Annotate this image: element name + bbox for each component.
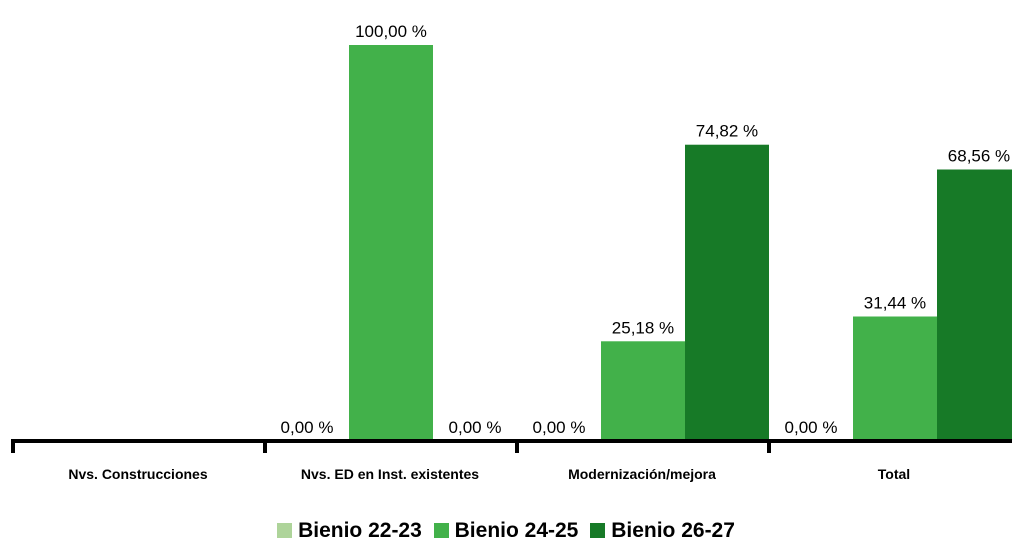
data-label-bienio-22-23-modernizacion-mejora: 0,00 %	[533, 418, 586, 437]
legend: Bienio 22-23 Bienio 24-25 Bienio 26-27	[0, 518, 1012, 544]
x-tick-label-nvs-construcciones: Nvs. Construcciones	[68, 466, 207, 482]
x-tick-label-modernizacion-mejora: Modernización/mejora	[568, 466, 716, 482]
x-axis-tick-3	[767, 439, 771, 453]
data-label-bienio-26-27-total: 68,56 %	[948, 147, 1010, 166]
legend-swatch-bienio-22-23	[277, 523, 293, 538]
x-tick-label-total: Total	[878, 466, 910, 482]
data-label-bienio-22-23-total: 0,00 %	[785, 418, 838, 437]
data-label-bienio-24-25-nvs-ed-en-inst-existentes: 100,00 %	[355, 22, 427, 41]
legend-swatch-bienio-26-27	[590, 523, 606, 538]
x-axis-tick-2	[515, 439, 519, 453]
data-label-bienio-24-25-total: 31,44 %	[864, 293, 926, 312]
x-axis-tick-1	[263, 439, 267, 453]
bar-bienio-24-25-nvs-ed-en-inst-existentes	[349, 45, 433, 441]
data-label-bienio-26-27-modernizacion-mejora: 74,82 %	[696, 122, 758, 141]
x-axis-tick-0	[11, 439, 15, 453]
data-label-bienio-26-27-nvs-ed-en-inst-existentes: 0,00 %	[449, 418, 502, 437]
legend-swatch-bienio-24-25	[433, 523, 449, 538]
legend-item-bienio-26-27: Bienio 26-27	[590, 518, 735, 544]
bar-bienio-24-25-total	[853, 316, 937, 441]
legend-item-bienio-22-23: Bienio 22-23	[277, 518, 422, 544]
data-label-bienio-22-23-nvs-ed-en-inst-existentes: 0,00 %	[281, 418, 334, 437]
x-axis-line	[12, 439, 1012, 443]
legend-label-bienio-24-25: Bienio 24-25	[454, 519, 579, 542]
legend-item-bienio-24-25: Bienio 24-25	[433, 518, 579, 544]
bar-bienio-24-25-modernizacion-mejora	[601, 341, 685, 441]
x-tick-label-nvs-ed-en-inst-existentes: Nvs. ED en Inst. existentes	[301, 466, 479, 482]
data-label-bienio-24-25-modernizacion-mejora: 25,18 %	[612, 318, 674, 337]
bar-bienio-26-27-total	[937, 169, 1012, 442]
bar-bienio-26-27-modernizacion-mejora	[685, 144, 769, 441]
legend-label-bienio-22-23: Bienio 22-23	[298, 519, 422, 542]
legend-label-bienio-26-27: Bienio 26-27	[611, 519, 735, 542]
